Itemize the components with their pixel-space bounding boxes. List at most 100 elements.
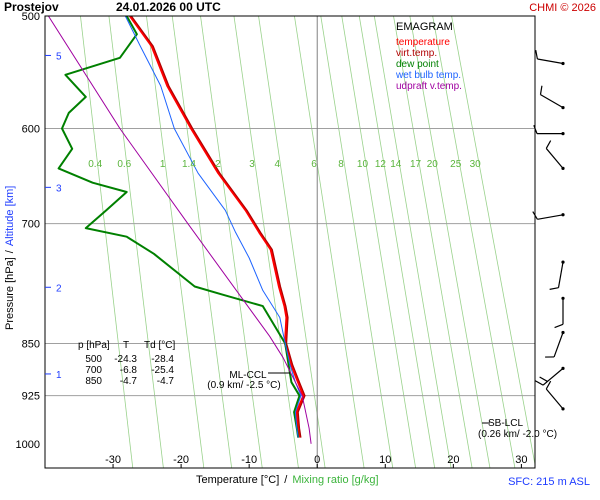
annotation-ml-ccl: ML-CCL (0.9 km/ -2.5 °C) [207,370,290,391]
legend-entry-dew-point: dew point [396,59,439,70]
plot-frame [44,15,536,469]
table-row-500-p: 500 [85,354,102,365]
y-tick-label-500: 500 [22,11,40,23]
annotation-sb-lcl: SB-LCL (0.26 km/ -2.0 °C) [478,418,557,440]
table-row-850-p: 850 [85,376,102,387]
mixing-ratio-label-4: 2 [215,159,221,170]
altitude-label-3: 3 [56,183,62,194]
mixing-ratio-label-15: 30 [470,159,482,170]
legend-entry-updraft: udpraft v.temp. [396,81,462,92]
x-axis-label-sep: / [284,474,288,486]
table-header-td: Td [°C] [144,340,175,351]
station-name: Prostejov [4,0,59,14]
series-wet-bulb-temp [124,16,302,438]
wind-barb-flag-4-0 [532,211,538,220]
mixing-ratio-line-3 [171,16,233,468]
table-header-p: p [hPa] [78,340,110,351]
y-tick-label-700: 700 [22,219,40,231]
mixing-ratio-label-13: 20 [427,159,439,170]
mixing-ratio-label-7: 6 [311,159,317,170]
wind-barb-staff-8 [542,367,564,386]
mixing-ratio-label-14: 25 [450,159,462,170]
mixing-ratio-line-12 [393,16,473,468]
mixing-ratio-label-1: 0.6 [117,159,131,170]
series-virt-temp [130,16,306,438]
sounding-table: p [hPa] T Td [°C] 500 -24.3 -28.4 700 -6… [78,340,175,387]
legend-title: EMAGRAM [396,21,453,33]
mixing-ratio-line-15 [451,16,535,467]
y-tick-label-600: 600 [22,124,40,136]
sfc-label: SFC: 215 m ASL [508,476,590,488]
ml-ccl-value: (0.9 km/ -2.5 °C) [207,380,280,391]
altitude-label-5: 5 [56,51,62,62]
legend-entry-virt-temp: virt.temp. [396,48,437,59]
mixing-ratio-line-4 [200,16,263,468]
y-axis-label-sep: / [4,249,16,253]
ml-ccl-label: ML-CCL [229,370,267,381]
legend-entry-temperature: temperature [396,37,450,48]
wind-barb-station-3 [561,166,565,170]
wind-barb-flag-5-0 [549,287,559,290]
sb-lcl-value: (0.26 km/ -2.0 °C) [478,429,557,440]
x-axis-label-temperature: Temperature [°C] [196,474,279,486]
credit-label: CHMI © 2026 [529,2,596,14]
mixing-ratio-label-5: 3 [249,159,255,170]
mixing-ratio-label-10: 12 [375,159,387,170]
wind-barb-flag-8-1 [539,376,548,382]
mixing-ratio-line-10 [358,16,436,468]
x-tick-label--30: -30 [105,454,121,466]
wind-barb-flag-1-0 [539,85,543,95]
mixing-ratio-label-12: 17 [410,159,422,170]
x-tick-label-20: 20 [447,454,459,466]
wind-barb-staff-3 [545,148,564,169]
x-tick-label-30: 30 [515,454,527,466]
table-row-700-t: -6.8 [120,365,138,376]
mixing-ratio-line-13 [409,16,491,468]
mixing-ratio-line-14 [432,16,516,468]
table-header-t: T [123,340,129,351]
x-tick-label-0: 0 [314,454,320,466]
mixing-ratio-line-8 [320,16,394,468]
wind-barb-staff-4 [537,214,564,220]
wind-barb-flag-0-0 [535,50,538,60]
wind-barb-flag-2-0 [533,125,538,134]
wind-barb-flag-9-0 [545,380,552,390]
wind-barb-flag-6-0 [554,323,564,329]
wind-barb-flag-8-0 [534,380,544,386]
table-row-700-p: 700 [85,365,102,376]
wind-barb-staff-7 [553,332,564,358]
mixing-ratio-line-9 [341,16,417,468]
wind-barb-flag-3-0 [545,140,552,149]
table-row-850-td: -4.7 [157,376,175,387]
y-axis-label-pressure: Pressure [hPa] [4,257,16,330]
legend-entry-wet-bulb: wet bulb temp. [395,70,461,81]
series-layer [47,16,312,444]
wind-barb-station-7 [561,330,565,335]
mixing-ratio-label-8: 8 [338,159,344,170]
mixing-ratio-line-11 [373,16,452,468]
wind-profile [532,50,565,411]
wind-barb-staff-1 [540,94,564,109]
wind-barb-station-9 [561,407,565,411]
mixing-ratio-label-6: 4 [274,159,280,170]
mixing-ratio-label-11: 14 [390,159,402,170]
axes-layer: 0.4 0.6 1 1.4 2 3 4 6 8 10 12 14 17 20 25 3050060070085… [16,11,528,468]
mixing-ratio-label-9: 10 [357,159,369,170]
mixing-ratio-label-2: 1 [160,159,166,170]
y-tick-label-925: 925 [22,391,40,403]
altitude-label-2: 2 [56,283,62,294]
wind-barb-station-8 [561,366,565,370]
y-axis-label: Pressure [hPa] / Altitude [km] [4,186,16,330]
grid-layer [45,16,535,468]
mixing-ratio-line-7 [294,16,365,468]
y-tick-label-850: 850 [22,338,40,350]
table-row-500-t: -24.3 [114,354,137,365]
table-row-850-t: -4.7 [120,376,138,387]
wind-barb-station-2 [561,132,565,136]
x-tick-label-10: 10 [379,454,391,466]
table-row-500-td: -28.4 [151,354,174,365]
wind-barb-staff-0 [537,58,564,65]
legend: EMAGRAM temperature virt.temp. dew point… [395,21,462,92]
mixing-ratio-label-3: 1.4 [182,159,196,170]
